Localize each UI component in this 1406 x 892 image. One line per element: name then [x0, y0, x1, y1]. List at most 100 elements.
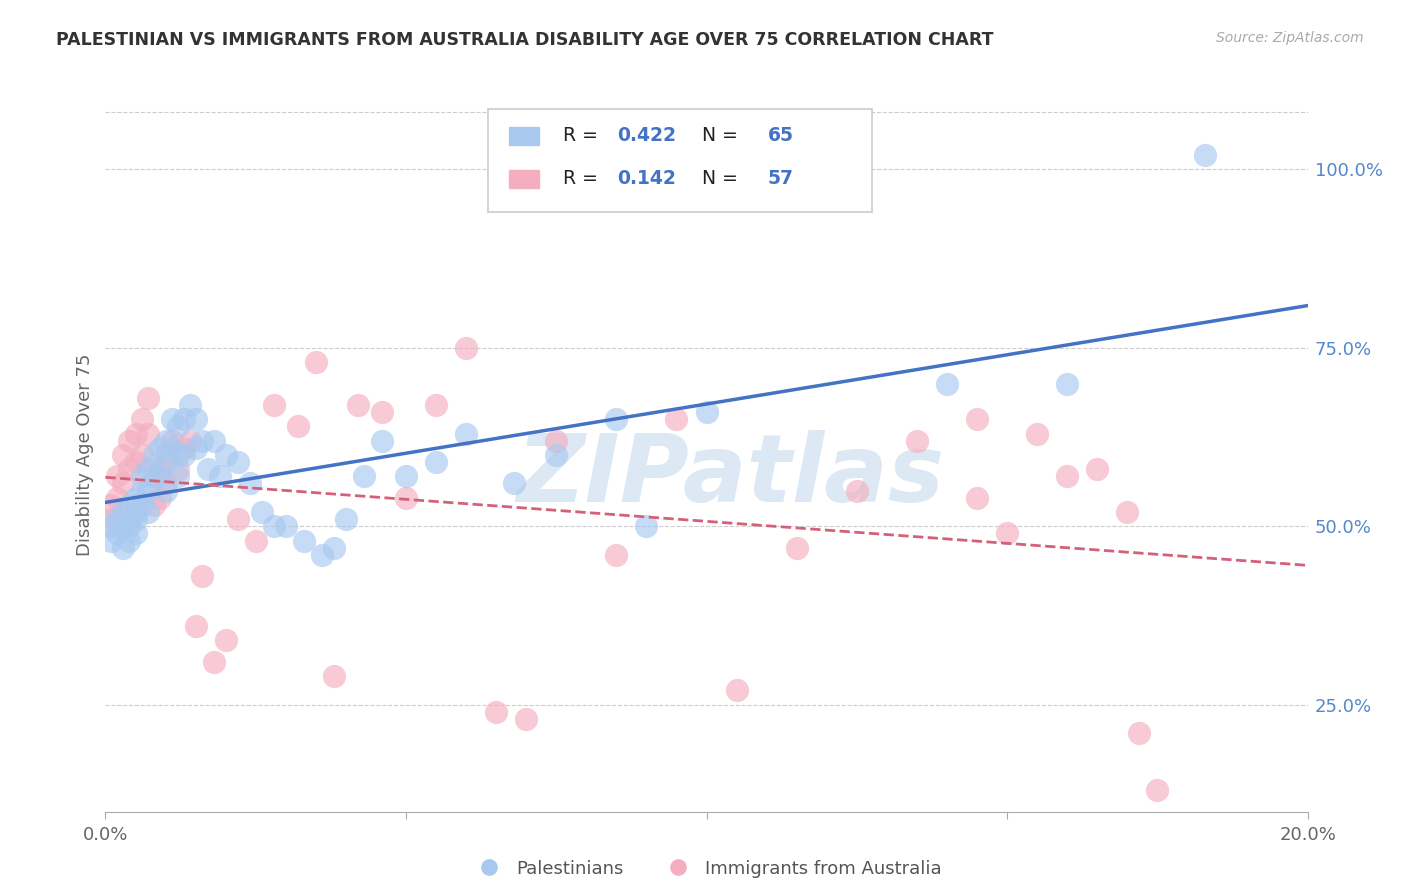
Point: [160, 441, 183, 455]
Point: [250, 505, 273, 519]
Point: [142, 469, 165, 483]
Text: R =: R =: [564, 169, 605, 188]
Point: [546, 434, 568, 448]
Point: [148, 462, 170, 476]
Point: [112, 476, 135, 491]
Point: [136, 426, 159, 441]
Point: [184, 441, 207, 455]
Point: [155, 483, 177, 498]
Point: [136, 483, 159, 498]
Point: [995, 526, 1018, 541]
Point: [263, 398, 285, 412]
Point: [118, 434, 141, 448]
Point: [546, 448, 568, 462]
Point: [503, 476, 526, 491]
Point: [173, 448, 195, 462]
Point: [190, 569, 212, 583]
Point: [155, 455, 177, 469]
Point: [208, 469, 231, 483]
Point: [454, 426, 477, 441]
FancyBboxPatch shape: [488, 109, 872, 212]
Point: [786, 541, 808, 555]
Point: [665, 412, 688, 426]
Point: [605, 412, 627, 426]
FancyBboxPatch shape: [509, 169, 540, 187]
Point: [311, 548, 333, 562]
Point: [190, 434, 212, 448]
Text: 0.142: 0.142: [617, 169, 676, 188]
Point: [148, 441, 170, 455]
Point: [184, 619, 207, 633]
Point: [636, 519, 658, 533]
Point: [155, 476, 177, 491]
Point: [173, 412, 195, 426]
Point: [202, 434, 225, 448]
Text: N =: N =: [690, 169, 744, 188]
Point: [136, 391, 159, 405]
Point: [124, 512, 146, 526]
Y-axis label: Disability Age Over 75: Disability Age Over 75: [76, 353, 94, 557]
Point: [1128, 726, 1150, 740]
Point: [214, 633, 236, 648]
Point: [1085, 462, 1108, 476]
Point: [166, 419, 188, 434]
Point: [395, 491, 418, 505]
Point: [118, 519, 141, 533]
Point: [226, 512, 249, 526]
Text: R =: R =: [564, 127, 605, 145]
Point: [136, 462, 159, 476]
Point: [107, 491, 129, 505]
FancyBboxPatch shape: [509, 127, 540, 145]
Point: [322, 669, 344, 683]
Point: [148, 469, 170, 483]
Point: [107, 526, 129, 541]
Point: [395, 469, 418, 483]
Text: ZIPatlas: ZIPatlas: [516, 430, 945, 523]
Point: [605, 548, 627, 562]
Point: [160, 412, 183, 426]
Point: [160, 434, 183, 448]
Point: [1056, 376, 1078, 391]
Point: [515, 712, 537, 726]
Point: [131, 483, 153, 498]
Point: [905, 434, 928, 448]
Point: [485, 705, 508, 719]
Point: [100, 512, 122, 526]
Point: [112, 519, 135, 533]
Point: [966, 412, 988, 426]
Point: [425, 398, 447, 412]
Point: [112, 505, 135, 519]
Point: [845, 483, 868, 498]
Point: [131, 412, 153, 426]
Point: [371, 405, 394, 419]
Point: [1146, 783, 1168, 797]
Point: [1194, 148, 1216, 162]
Point: [197, 462, 219, 476]
Point: [1056, 469, 1078, 483]
Point: [173, 441, 195, 455]
Point: [118, 512, 141, 526]
Point: [322, 541, 344, 555]
Point: [131, 498, 153, 512]
Point: [179, 434, 201, 448]
Point: [1026, 426, 1049, 441]
Point: [353, 469, 375, 483]
Point: [305, 355, 328, 369]
Point: [347, 398, 370, 412]
Point: [136, 505, 159, 519]
Point: [118, 498, 141, 512]
Point: [184, 412, 207, 426]
Point: [100, 498, 122, 512]
Point: [936, 376, 959, 391]
Point: [454, 341, 477, 355]
Point: [166, 469, 188, 483]
Text: N =: N =: [690, 127, 744, 145]
Point: [179, 398, 201, 412]
Legend: Palestinians, Immigrants from Australia: Palestinians, Immigrants from Australia: [464, 853, 949, 885]
Point: [148, 491, 170, 505]
Point: [131, 448, 153, 462]
Point: [142, 498, 165, 512]
Text: 0.422: 0.422: [617, 127, 676, 145]
Point: [425, 455, 447, 469]
Point: [118, 533, 141, 548]
